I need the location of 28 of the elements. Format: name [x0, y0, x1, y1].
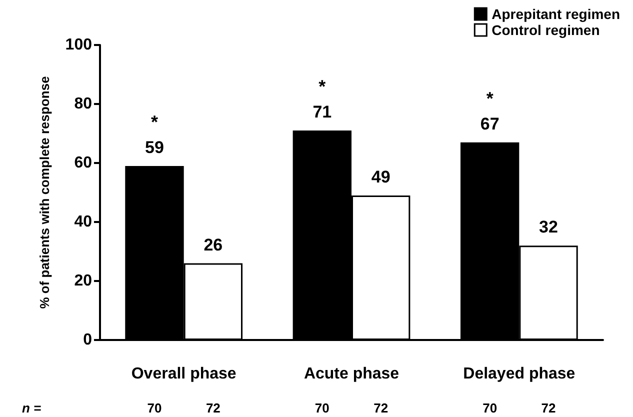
y-tick-label: 100 [65, 36, 92, 54]
text: 70 [147, 400, 162, 416]
legend-label: Control regimen [492, 22, 600, 38]
data-label: 71 [312, 102, 332, 122]
x-tick-label: Delayed phase [463, 366, 576, 382]
data-label: 26 [204, 235, 223, 254]
x-tick-label: Overall phase [131, 366, 236, 382]
y-tick-label: 20 [74, 272, 92, 290]
text: 72 [541, 400, 556, 416]
data-label: 32 [539, 218, 558, 237]
y-axis-title: % of patients with complete response [37, 76, 52, 309]
legend-label: Aprepitant regimen [492, 6, 620, 22]
y-tick-label: 0 [83, 332, 92, 348]
annotation: * [150, 112, 158, 132]
text: 72 [206, 400, 220, 416]
text: 70 [314, 400, 330, 416]
x-tick-label: Acute phase [304, 366, 400, 382]
y-tick-label: 40 [74, 214, 92, 230]
y-tick-label: 80 [74, 96, 92, 112]
annotation: * [318, 76, 326, 97]
y-tick-label: 60 [74, 154, 92, 172]
text: 72 [374, 400, 388, 416]
text: 70 [482, 400, 498, 416]
data-label: 49 [371, 167, 390, 186]
annotation: * [486, 88, 494, 108]
data-label: 59 [145, 138, 164, 157]
text: n = [22, 400, 42, 416]
data-label: 67 [480, 114, 500, 134]
